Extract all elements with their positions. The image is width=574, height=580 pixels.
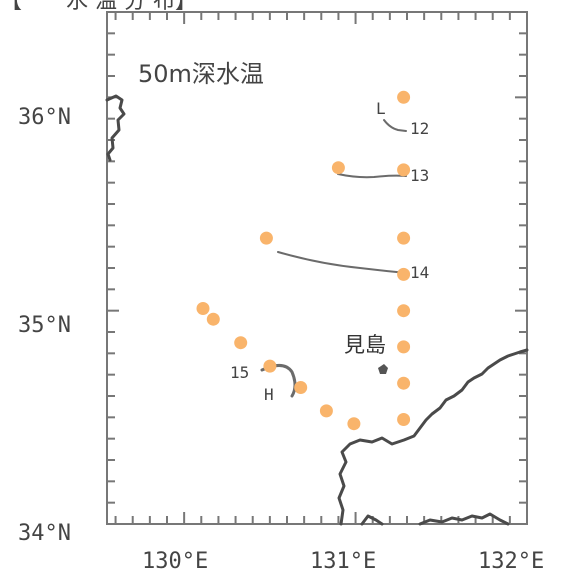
- station-marker: [294, 381, 308, 394]
- station-marker: [331, 161, 345, 175]
- lat-label-34n: 34°N: [18, 521, 71, 546]
- lat-label-35n: 35°N: [18, 313, 71, 338]
- coastline-southeast: [418, 512, 510, 526]
- isotherm-14: [277, 251, 407, 274]
- station-marker: [397, 304, 411, 318]
- contour-label-14: 14: [410, 263, 429, 282]
- low-marker: L: [376, 99, 386, 118]
- station-marker: [397, 90, 411, 104]
- station-marker: [397, 376, 411, 390]
- lon-label-131e: 131°E: [310, 549, 376, 574]
- coastline-south: [360, 514, 384, 526]
- station-marker: [319, 404, 333, 418]
- isotherm-12: [383, 119, 407, 132]
- lat-label-36n: 36°N: [18, 105, 71, 130]
- high-marker: H: [264, 385, 274, 404]
- coastline-honshu: [337, 348, 529, 526]
- contour-label-12: 12: [410, 119, 429, 138]
- station-marker: [206, 312, 220, 326]
- station-marker: [397, 340, 411, 354]
- station-marker: [347, 417, 361, 431]
- station-marker: [397, 267, 411, 281]
- station-marker: [397, 413, 411, 426]
- coastlines: [105, 94, 529, 526]
- map-frame: [106, 11, 528, 525]
- station-marker: [397, 231, 411, 245]
- station-marker: [259, 231, 273, 245]
- contour-label-13: 13: [410, 166, 429, 185]
- axis-ticks: [107, 11, 527, 525]
- place-label-mishima: 見島: [344, 333, 386, 357]
- header-partial-title: 【 水 温 分 布】: [0, 0, 197, 14]
- map-title: 50m深水温: [138, 60, 264, 88]
- lon-label-130e: 130°E: [142, 549, 208, 574]
- coastline-west: [105, 94, 126, 162]
- station-markers: [196, 90, 411, 431]
- lon-label-132e: 132°E: [478, 549, 544, 574]
- station-marker: [234, 336, 248, 350]
- station-marker: [196, 302, 210, 315]
- mishima-island-shape: [378, 364, 388, 374]
- isotherm-13: [337, 173, 407, 179]
- station-marker: [397, 163, 411, 177]
- station-marker: [263, 359, 277, 373]
- contour-label-15: 15: [230, 363, 249, 382]
